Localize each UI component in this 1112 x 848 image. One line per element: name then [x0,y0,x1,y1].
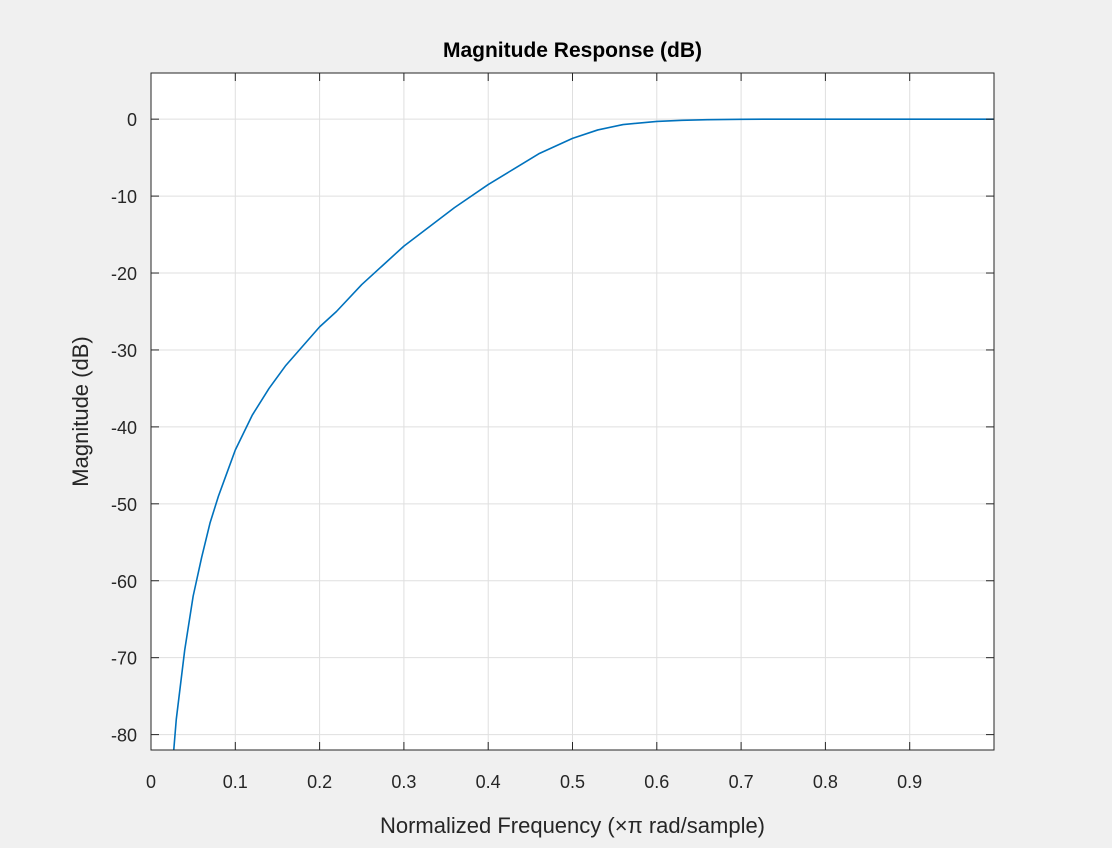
x-tick-label: 0.7 [729,772,754,792]
x-tick-label: 0.9 [897,772,922,792]
x-tick-label: 0.8 [813,772,838,792]
x-tick-label: 0.2 [307,772,332,792]
x-tick-label: 0.6 [644,772,669,792]
x-tick-label: 0.1 [223,772,248,792]
y-tick-label: -40 [111,418,137,438]
y-tick-label: -60 [111,572,137,592]
y-tick-label: -70 [111,649,137,669]
y-tick-label: 0 [127,110,137,130]
x-tick-label: 0.5 [560,772,585,792]
x-tick-label: 0.4 [476,772,501,792]
y-tick-label: -20 [111,264,137,284]
y-tick-label: -50 [111,495,137,515]
chart-title: Magnitude Response (dB) [443,39,702,62]
y-tick-label: -80 [111,726,137,746]
x-axis-label: Normalized Frequency (×π rad/sample) [380,813,765,838]
y-axis-label: Magnitude (dB) [68,336,93,486]
x-tick-label: 0 [146,772,156,792]
y-tick-label: -10 [111,187,137,207]
x-tick-label: 0.3 [391,772,416,792]
y-tick-label: -30 [111,341,137,361]
